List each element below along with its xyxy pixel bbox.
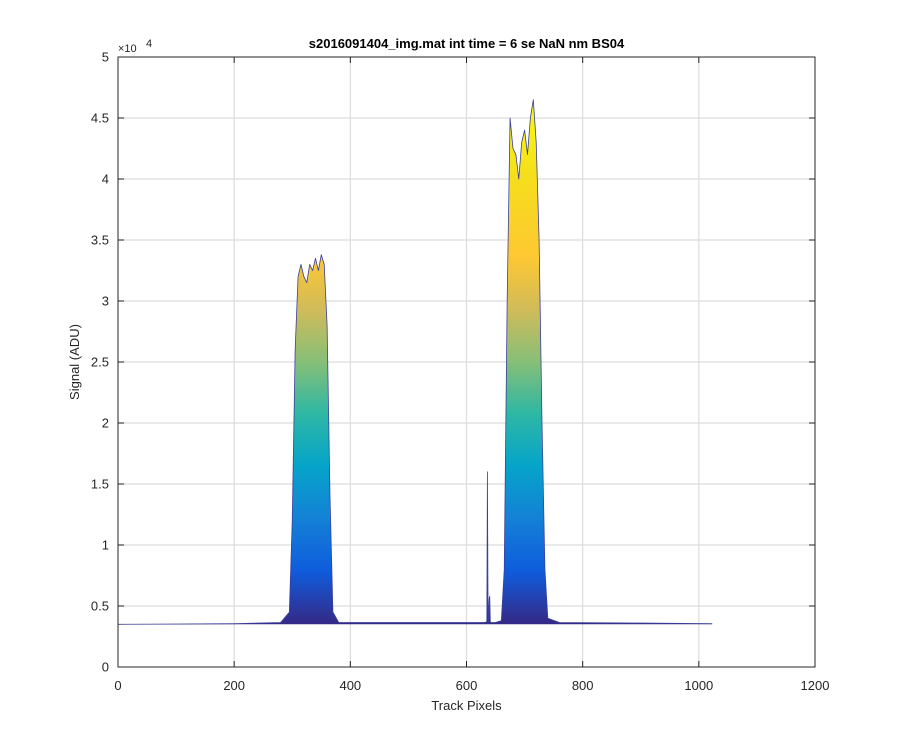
y-tick-labels: 0 0.5 1 1.5 2 2.5 3 3.5 4 4.5 5 [91,50,109,675]
y-tick-label: 1 [102,538,109,553]
y-tick-label: 2.5 [91,355,109,370]
y-axis-label: Signal (ADU) [67,324,82,400]
y-axis-multiplier-exponent: 4 [146,38,152,50]
y-axis-multiplier: ×10 [118,43,137,55]
y-tick-label: 1.5 [91,477,109,492]
x-tick-label: 800 [572,678,594,693]
x-tick-label: 200 [223,678,245,693]
y-tick-label: 4 [102,172,109,187]
y-tick-label: 0.5 [91,599,109,614]
x-tick-label: 0 [114,678,121,693]
grid-lines [118,57,815,667]
data-series [117,99,713,625]
x-tick-labels: 0 200 400 600 800 1000 1200 [114,678,829,693]
signal-line [117,99,713,625]
x-tick-label: 600 [456,678,478,693]
x-tick-label: 1200 [801,678,830,693]
x-tick-label: 400 [339,678,361,693]
x-axis-label: Track Pixels [431,698,502,713]
x-tick-label: 1000 [684,678,713,693]
tick-marks [117,56,816,668]
y-tick-label: 3 [102,294,109,309]
y-tick-label: 2 [102,416,109,431]
y-tick-label: 5 [102,50,109,65]
y-tick-label: 0 [102,660,109,675]
chart-title: s2016091404_img.mat int time = 6 se NaN … [309,36,625,51]
y-tick-label: 4.5 [91,111,109,126]
y-tick-label: 3.5 [91,233,109,248]
